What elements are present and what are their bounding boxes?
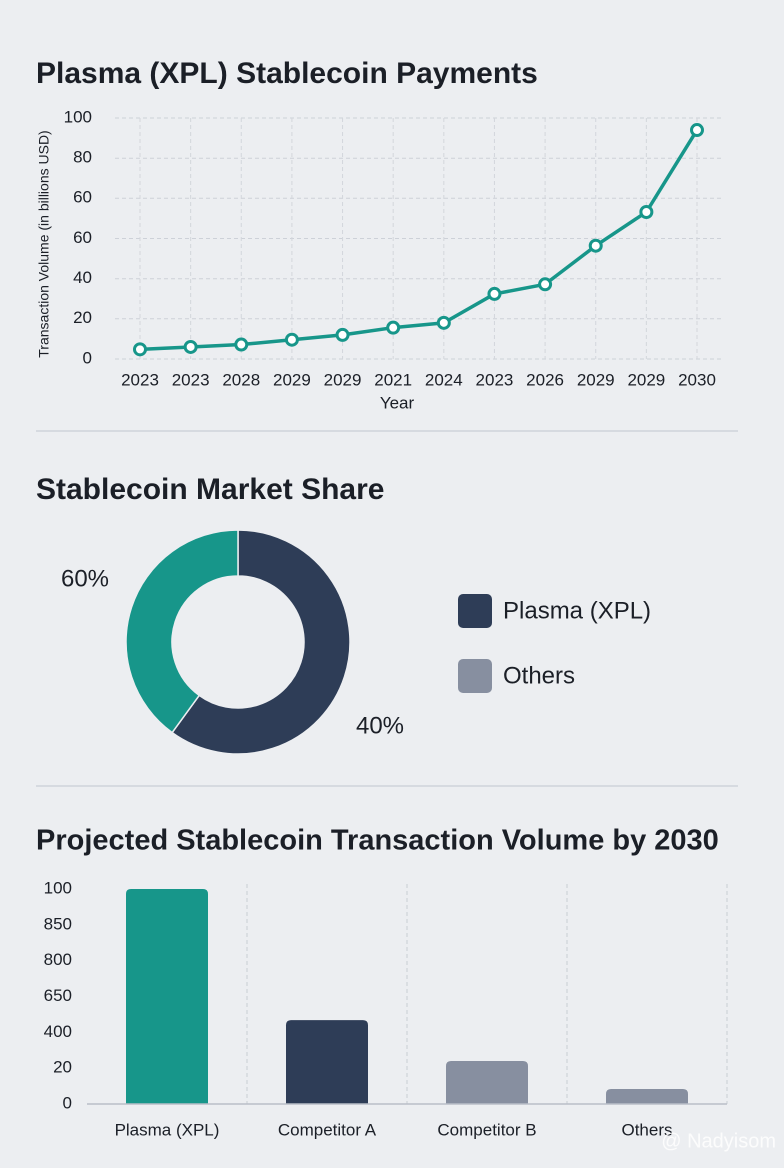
legend-swatch (458, 594, 492, 628)
x-tick-label: 2029 (273, 370, 311, 389)
y-tick-label: 20 (53, 1058, 72, 1077)
point (487, 286, 502, 301)
point (690, 123, 704, 138)
bar (606, 1088, 688, 1104)
y-tick-label: 60 (73, 188, 92, 207)
donut-slice (171, 529, 351, 755)
x-tick-label: 2029 (324, 370, 362, 389)
x-tick-label: Competitor A (278, 1120, 377, 1139)
y-tick-label: 100 (44, 878, 72, 897)
y-tick-label: 40 (73, 268, 92, 287)
x-tick-label: 2029 (577, 370, 615, 389)
bar (286, 1020, 368, 1104)
bar (126, 889, 208, 1104)
point (386, 320, 401, 335)
x-tick-label: 2029 (627, 370, 665, 389)
x-tick-label: Plasma (XPL) (115, 1120, 220, 1139)
y-tick-label: 0 (63, 1093, 72, 1112)
x-tick-label: 2028 (222, 370, 260, 389)
point (436, 315, 451, 330)
bar (446, 1061, 528, 1104)
x-tick-label: 2023 (476, 370, 514, 389)
x-tick-label: 2023 (172, 370, 210, 389)
data-label: 60% (61, 565, 109, 592)
point (639, 204, 654, 219)
point (335, 327, 350, 342)
y-tick-label: 650 (44, 986, 72, 1005)
y-tick-label: 80 (73, 148, 92, 167)
x-tick-label: Others (621, 1120, 672, 1139)
legend-swatch (458, 659, 492, 693)
point (234, 337, 249, 352)
point (133, 342, 147, 357)
legend-label: Others (503, 662, 575, 689)
chart-title: Projected Stablecoin Transaction Volume … (36, 825, 719, 857)
y-tick-label: 100 (64, 107, 92, 126)
point (284, 332, 299, 347)
chart-title: Plasma (XPL) Stablecoin Payments (36, 57, 538, 90)
x-axis-label: Year (380, 393, 415, 412)
point (588, 238, 603, 253)
line (139, 129, 699, 352)
x-tick-label: 2021 (374, 370, 412, 389)
y-tick-label: 850 (44, 914, 72, 933)
watermark: @ Nadyisom (661, 1130, 776, 1152)
y-tick-label: 400 (44, 1022, 72, 1041)
y-tick-label: 800 (44, 950, 72, 969)
x-tick-label: 2023 (121, 370, 159, 389)
chart-title: Stablecoin Market Share (36, 473, 384, 506)
x-tick-label: Competitor B (437, 1120, 536, 1139)
x-tick-label: 2026 (526, 370, 564, 389)
legend-label: Plasma (XPL) (503, 597, 651, 624)
donut-slice (125, 529, 239, 734)
y-tick-label: 60 (73, 228, 92, 247)
y-axis-label: Transaction Volume (in billions USD) (36, 130, 52, 357)
point (183, 339, 198, 354)
y-tick-label: 20 (73, 308, 92, 327)
x-tick-label: 2024 (425, 370, 463, 389)
y-tick-label: 0 (83, 348, 92, 367)
x-tick-label: 2030 (678, 370, 716, 389)
point (538, 277, 553, 292)
data-label: 40% (356, 712, 404, 739)
